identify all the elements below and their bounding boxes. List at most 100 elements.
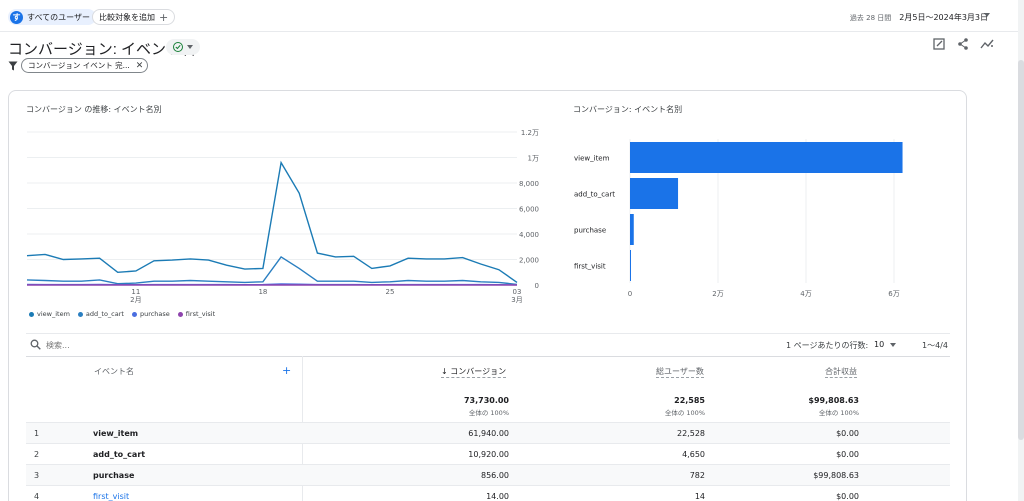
legend-label: first_visit <box>185 310 216 318</box>
x-tick-label: 4万 <box>800 290 811 298</box>
legend-item-add-to-cart[interactable]: add_to_cart <box>77 310 124 318</box>
top-bar: す すべてのユーザー 比較対象を追加 + 過去 28 日間 2月5日～2024年… <box>0 0 1024 32</box>
row-event-name: view_item <box>93 429 139 438</box>
rows-per-page-select[interactable]: 10 <box>874 340 885 349</box>
search-icon <box>30 339 41 350</box>
table-row[interactable]: 4 first_visit 14.00 14 $0.00 <box>26 485 950 501</box>
series-line-add-to-cart[interactable] <box>26 255 518 286</box>
y-tick-label: 1万 <box>528 155 539 163</box>
bar-chart-title: コンバージョン: イベント名別 <box>573 105 683 114</box>
insights-icon[interactable] <box>980 37 994 51</box>
legend-label: purchase <box>139 310 170 318</box>
search-input[interactable] <box>46 338 246 352</box>
row-total-users: 4,650 <box>682 450 705 459</box>
column-header-total-revenue[interactable]: 合計収益 <box>825 367 857 378</box>
page-title: コンバージョン: イベント名 <box>8 41 197 58</box>
date-range-value: 2月5日～2024年3月3日 <box>899 13 988 22</box>
bar-first-visit[interactable] <box>630 250 631 281</box>
chevron-down-icon <box>187 45 193 49</box>
chevron-down-icon[interactable] <box>890 343 896 347</box>
row-index: 2 <box>34 450 40 459</box>
row-conversions: 10,920.00 <box>468 450 509 459</box>
legend-dot <box>77 311 83 317</box>
row-index: 1 <box>34 429 40 438</box>
x-tick-label: 6万 <box>888 290 899 298</box>
column-header-total-users[interactable]: 総ユーザー数 <box>656 367 704 378</box>
add-comparison-button[interactable]: 比較対象を追加 + <box>92 9 176 25</box>
close-icon[interactable]: ✕ <box>135 60 144 71</box>
share-icon[interactable] <box>956 37 970 51</box>
table-toolbar: 1 ページあたりの行数: 10 1～4/4 <box>26 333 950 355</box>
x-tick-sublabel: 3月 <box>511 296 522 304</box>
x-tick-label: 2万 <box>712 290 723 298</box>
row-conversions: 856.00 <box>481 471 509 480</box>
line-chart-legend: view_item add_to_cart purchase first_visit <box>29 310 215 318</box>
row-total-revenue: $0.00 <box>836 492 859 501</box>
row-event-name-link[interactable]: first_visit <box>93 492 130 501</box>
row-total-users: 14 <box>694 492 705 501</box>
legend-item-first-visit[interactable]: first_visit <box>177 310 216 318</box>
total-revenue: $99,808.63 <box>808 396 859 405</box>
column-header-conversions[interactable]: ↓ コンバージョン <box>441 367 507 378</box>
total-conversions: 73,730.00 <box>463 396 509 405</box>
legend-item-purchase[interactable]: purchase <box>131 310 170 318</box>
date-period: 過去 28 日間 <box>849 13 892 22</box>
page-scrollbar[interactable] <box>1018 0 1024 501</box>
table-row[interactable]: 3 purchase 856.00 782 $99,808.63 <box>26 464 950 485</box>
scrollbar-thumb[interactable] <box>1018 60 1024 440</box>
total-conversions-share: 全体の 100% <box>468 409 509 417</box>
category-label: first_visit <box>574 263 606 271</box>
check-circle-icon <box>173 42 183 52</box>
add-column-icon[interactable]: + <box>282 364 292 377</box>
add-comparison-label: 比較対象を追加 <box>99 12 155 22</box>
x-tick-label: 18 <box>258 288 267 296</box>
row-event-name: add_to_cart <box>93 450 146 459</box>
bar-purchase[interactable] <box>630 214 634 245</box>
y-tick-label: 0 <box>535 282 539 290</box>
bar-add-to-cart[interactable] <box>630 178 679 209</box>
row-total-revenue: $99,808.63 <box>813 471 859 480</box>
row-conversions: 14.00 <box>486 492 509 501</box>
table-row[interactable]: 1 view_item 61,940.00 22,528 $0.00 <box>26 422 950 443</box>
total-users-share: 全体の 100% <box>664 409 705 417</box>
date-range-picker[interactable]: 過去 28 日間 2月5日～2024年3月3日 <box>850 12 988 23</box>
x-tick-label: 25 <box>386 288 395 296</box>
column-header-event-name[interactable]: イベント名 <box>94 367 134 376</box>
segment-avatar: す <box>10 10 23 24</box>
row-index: 3 <box>34 471 40 480</box>
chevron-down-icon[interactable] <box>984 13 990 17</box>
total-users: 22,585 <box>674 396 705 405</box>
legend-label: add_to_cart <box>85 310 124 318</box>
table-header <box>26 356 950 422</box>
y-tick-label: 6,000 <box>519 206 539 214</box>
legend-dot <box>177 311 183 317</box>
row-event-name: purchase <box>93 471 135 480</box>
row-total-users: 782 <box>689 471 705 480</box>
x-tick-label: 0 <box>628 290 632 298</box>
bar-chart: 0 2万 4万 6万 view_item add_to_cart purchase first… <box>574 139 903 298</box>
pagination-info: 1～4/4 <box>922 341 948 350</box>
category-label: purchase <box>574 227 606 235</box>
plus-icon: + <box>159 10 169 24</box>
segment-chip[interactable]: す すべてのユーザー <box>8 9 96 25</box>
edit-report-icon[interactable] <box>932 37 946 51</box>
y-tick-label: 8,000 <box>519 180 539 188</box>
filter-chip-label: コンバージョン イベント 完... <box>28 61 130 70</box>
x-tick-label: 11 <box>131 288 140 296</box>
row-total-users: 22,528 <box>677 429 705 438</box>
filter-chip[interactable]: コンバージョン イベント 完... ✕ <box>21 58 149 73</box>
legend-dot <box>29 311 34 317</box>
status-dropdown[interactable] <box>166 39 200 55</box>
row-total-revenue: $0.00 <box>836 429 859 438</box>
total-revenue-share: 全体の 100% <box>818 409 859 417</box>
category-label: add_to_cart <box>574 191 615 199</box>
x-tick-sublabel: 2月 <box>130 296 141 304</box>
bar-view-item[interactable] <box>630 142 903 173</box>
series-line-view-item[interactable] <box>26 160 518 283</box>
table-row[interactable]: 2 add_to_cart 10,920.00 4,650 $0.00 <box>26 443 950 464</box>
row-total-revenue: $0.00 <box>836 450 859 459</box>
legend-item-view-item[interactable]: view_item <box>29 310 70 318</box>
rows-per-page-label: 1 ページあたりの行数: <box>786 341 869 350</box>
segment-label: すべてのユーザー <box>27 12 90 22</box>
